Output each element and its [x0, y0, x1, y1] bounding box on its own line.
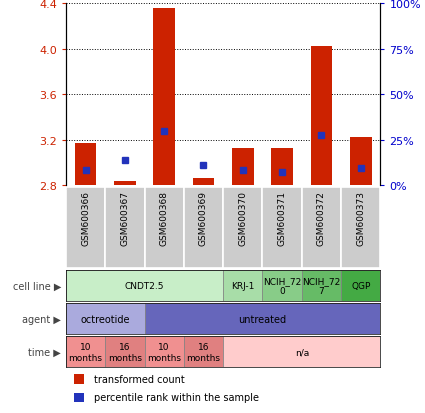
Bar — [262, 271, 302, 301]
Text: 10
months: 10 months — [68, 342, 102, 362]
Text: 16
months: 16 months — [187, 342, 221, 362]
Bar — [193, 179, 214, 186]
Bar — [262, 188, 302, 268]
Text: GSM600367: GSM600367 — [120, 190, 129, 245]
Bar — [144, 188, 184, 268]
Bar — [302, 271, 341, 301]
Bar — [223, 337, 380, 368]
Bar — [184, 337, 223, 368]
Text: GSM600373: GSM600373 — [356, 190, 365, 245]
Bar — [144, 304, 380, 335]
Bar — [66, 188, 105, 268]
Text: NCIH_72
7: NCIH_72 7 — [302, 276, 340, 296]
Bar — [271, 148, 293, 186]
Text: QGP: QGP — [351, 282, 371, 290]
Text: percentile rank within the sample: percentile rank within the sample — [94, 392, 258, 402]
Bar — [232, 148, 254, 186]
Text: NCIH_72
0: NCIH_72 0 — [263, 276, 301, 296]
Text: n/a: n/a — [295, 348, 309, 356]
Bar — [75, 143, 96, 186]
Bar — [350, 138, 371, 186]
Text: KRJ-1: KRJ-1 — [231, 282, 255, 290]
Text: 16
months: 16 months — [108, 342, 142, 362]
Text: untreated: untreated — [238, 314, 286, 324]
Text: agent ▶: agent ▶ — [22, 314, 61, 324]
Bar — [341, 271, 380, 301]
Bar — [144, 337, 184, 368]
Bar — [302, 188, 341, 268]
Text: GSM600370: GSM600370 — [238, 190, 247, 245]
Bar — [66, 337, 105, 368]
Text: GSM600372: GSM600372 — [317, 190, 326, 245]
Bar — [114, 181, 136, 186]
Text: GSM600368: GSM600368 — [160, 190, 169, 245]
Text: octreotide: octreotide — [80, 314, 130, 324]
Text: GSM600371: GSM600371 — [278, 190, 286, 245]
Bar — [66, 271, 223, 301]
Text: GSM600366: GSM600366 — [81, 190, 90, 245]
Bar — [66, 304, 144, 335]
Bar — [105, 188, 144, 268]
Bar — [223, 271, 262, 301]
Bar — [311, 47, 332, 186]
Text: transformed count: transformed count — [94, 374, 184, 384]
Bar — [341, 188, 380, 268]
Bar — [184, 188, 223, 268]
Text: time ▶: time ▶ — [28, 347, 61, 357]
Text: cell line ▶: cell line ▶ — [13, 281, 61, 291]
Bar — [105, 337, 144, 368]
Bar — [223, 188, 262, 268]
Text: GSM600369: GSM600369 — [199, 190, 208, 245]
Text: 10
months: 10 months — [147, 342, 181, 362]
Bar — [153, 9, 175, 186]
Text: CNDT2.5: CNDT2.5 — [125, 282, 164, 290]
